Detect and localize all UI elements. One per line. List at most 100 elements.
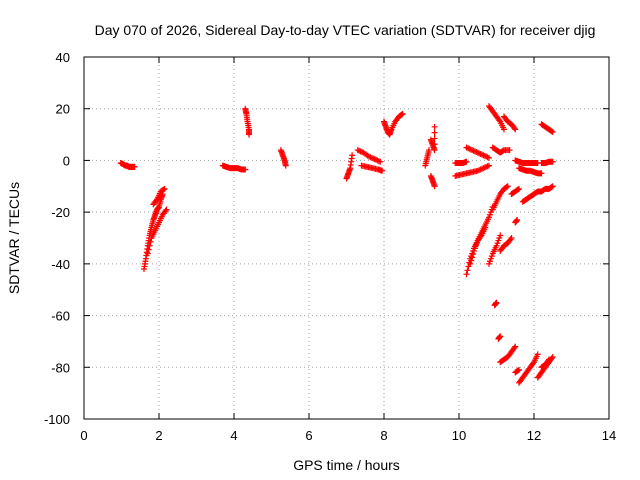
data-segment [467,224,489,267]
data-point-marker [545,357,552,364]
data-point-marker [497,232,504,239]
y-tick-label: 40 [56,50,70,65]
data-segment [343,152,356,182]
y-tick-label: -60 [51,309,70,324]
grid-lines [84,57,609,419]
data-point-marker [349,152,356,159]
data-segment [512,366,522,376]
data-point-marker [431,135,438,142]
data-point-marker [242,166,249,173]
data-point-marker [377,158,384,165]
data-segment [489,144,513,156]
y-tick-label: -80 [51,360,70,375]
data-point-marker [463,158,470,165]
data-point-marker [147,238,154,245]
x-tick-label: 14 [602,428,616,443]
data-point-marker [512,343,519,350]
data-point-marker [493,299,500,306]
data-segment [381,110,406,138]
data-point-marker [516,185,522,192]
data-point-marker [530,360,537,367]
data-point-marker [144,250,151,257]
data-point-marker [512,126,519,133]
data-segment [497,235,515,254]
data-point-marker [497,333,504,340]
data-point-marker [470,251,477,258]
data-segment [219,162,249,173]
data-marks [117,103,556,386]
data-point-marker [496,117,503,124]
data-point-marker [468,257,475,264]
data-point-marker [469,254,476,261]
data-segment [486,232,504,267]
x-tick-label: 8 [380,428,387,443]
data-point-marker [482,224,489,231]
y-axis-label: SDTVAR / TECUs [6,182,22,294]
data-point-marker [538,170,545,177]
x-axis-label: GPS time / hours [293,457,400,473]
axis-ticks: 0 2 4 6 8 10 12 14 -100 -80 -60 -40 -20 0 20 40 [44,50,616,443]
data-point-marker [162,207,169,214]
data-segment [512,216,521,226]
data-point-marker [503,183,510,190]
data-segment [491,299,500,309]
data-point-marker [515,367,522,374]
data-segment [452,158,470,167]
data-point-marker [549,353,556,360]
data-segment [358,162,386,174]
data-segment [538,121,556,135]
data-point-marker [549,158,556,165]
data-segment [508,185,522,198]
y-tick-label: -100 [44,412,70,427]
plot-frame [83,56,610,420]
data-point-marker [534,351,541,358]
data-point-marker [504,183,511,190]
data-point-marker [549,128,556,135]
y-tick-label: 0 [63,153,70,168]
x-tick-label: 6 [305,428,312,443]
data-point-marker [548,183,555,190]
data-point-marker [160,186,167,193]
data-point-marker [506,147,513,154]
data-point-marker [431,123,438,130]
data-point-marker [511,125,518,132]
data-segment [501,113,519,133]
data-point-marker [161,185,168,192]
data-point-marker [477,233,484,240]
data-segment [354,147,384,165]
data-point-marker [426,147,432,154]
data-point-marker [431,183,438,190]
data-point-marker [486,154,492,161]
data-segment [463,144,492,161]
x-tick-label: 12 [527,428,541,443]
data-segment [512,157,541,167]
data-segment [150,185,168,208]
data-point-marker [548,128,555,135]
data-segment [497,343,519,366]
x-tick-label: 0 [80,428,87,443]
data-point-marker [131,163,138,170]
data-segment [495,333,504,342]
data-segment [427,172,438,190]
chart-title: Day 070 of 2026, Sidereal Day-to-day VTE… [95,22,596,38]
y-tick-label: -20 [51,205,70,220]
data-point-marker [145,246,152,253]
data-point-marker [379,167,386,174]
data-point-marker [549,183,556,190]
data-point-marker [282,162,289,169]
data-point-marker [546,356,552,363]
data-segment [486,103,507,133]
data-point-marker [431,141,438,148]
data-point-marker [501,126,507,133]
data-point-marker [514,216,521,223]
data-segment [427,123,438,154]
data-point-marker [431,129,438,136]
data-segment [516,165,545,177]
data-point-marker [146,242,153,249]
data-point-marker [246,131,252,138]
data-segment [516,351,541,386]
data-segment [422,147,432,169]
data-segment [242,105,252,138]
data-segment [277,147,289,169]
